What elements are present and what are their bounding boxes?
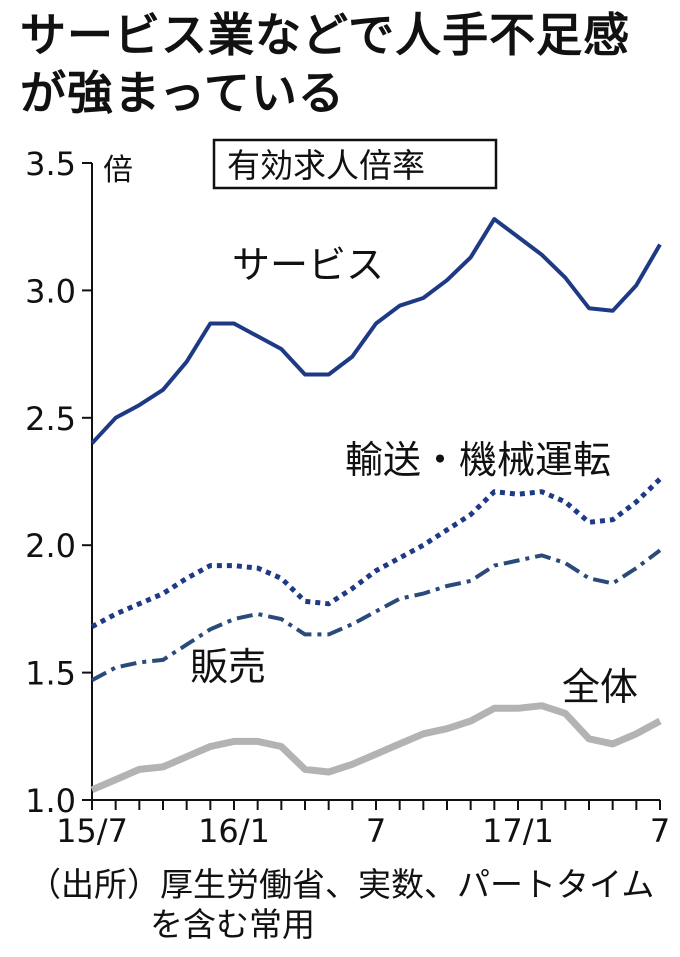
y-tick-label: 1.0: [25, 782, 76, 820]
y-tick-label: 2.0: [25, 527, 76, 565]
series-labels: サービス 輸送・機械運転 販売 全体: [190, 243, 638, 709]
x-tick-label: 16/1: [198, 812, 270, 850]
indicator-title: 有効求人倍率: [227, 146, 425, 185]
y-tick-label: 2.5: [25, 400, 76, 438]
chart-axes: [82, 162, 661, 810]
chart-title-line1: サービス業などで人手不足感: [20, 8, 631, 62]
y-axis-tick-labels: 1.0 1.5 2.0 2.5 3.0 3.5: [25, 145, 76, 820]
source-note-line2: を含む常用: [150, 905, 315, 944]
legend-box: 有効求人倍率: [212, 138, 498, 190]
source-note-line1: （出所）厚生労働省、実数、パートタイム: [28, 865, 655, 904]
x-tick-label: 7: [650, 812, 670, 850]
series-line-0: [90, 217, 662, 445]
source-note: （出所）厚生労働省、実数、パートタイム を含む常用: [28, 865, 668, 945]
y-tick-label: 3.0: [25, 272, 76, 310]
series-label-total: 全体: [562, 665, 638, 709]
x-axis-tick-labels: 15/7 16/1 7 17/1 7: [56, 812, 670, 850]
series-line-1: [90, 477, 662, 629]
series-label-transport: 輸送・機械運転: [345, 438, 611, 482]
series-label-sales: 販売: [190, 645, 266, 689]
y-axis-unit-label: 倍: [103, 153, 133, 188]
x-tick-label: 7: [366, 812, 386, 850]
chart-title-line2: が強まっている: [20, 66, 345, 120]
x-tick-label: 17/1: [482, 812, 554, 850]
chart-title: サービス業などで人手不足感 が強まっている: [20, 6, 670, 122]
series-line-2: [91, 548, 662, 682]
series-line-3: [90, 702, 662, 794]
legend-box-frame: [212, 138, 498, 190]
series-lines: [90, 217, 662, 794]
y-tick-label: 3.5: [25, 145, 76, 183]
x-tick-label: 15/7: [56, 812, 128, 850]
series-label-service: サービス: [232, 243, 384, 287]
y-tick-label: 1.5: [25, 655, 76, 693]
